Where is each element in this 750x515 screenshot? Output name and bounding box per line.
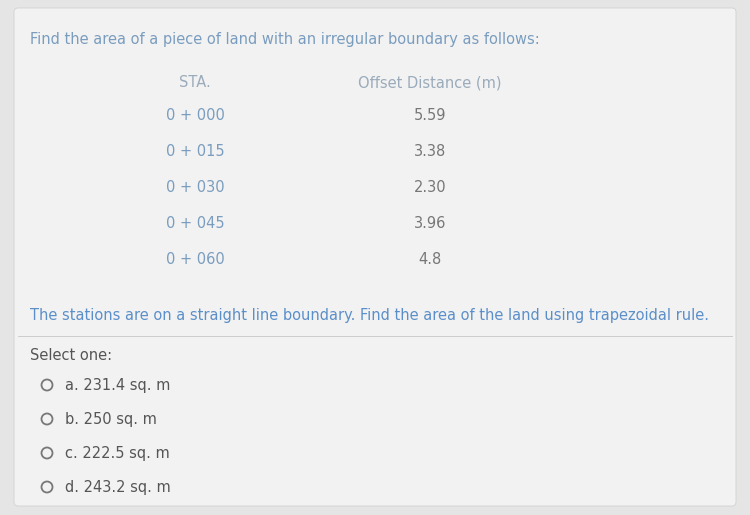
Text: Find the area of a piece of land with an irregular boundary as follows:: Find the area of a piece of land with an… <box>30 32 540 47</box>
Text: 0 + 000: 0 + 000 <box>166 108 224 123</box>
Text: 0 + 045: 0 + 045 <box>166 216 224 231</box>
Text: 4.8: 4.8 <box>419 252 442 267</box>
Text: 0 + 060: 0 + 060 <box>166 252 224 267</box>
Text: c. 222.5 sq. m: c. 222.5 sq. m <box>65 446 170 461</box>
Text: 0 + 030: 0 + 030 <box>166 180 224 195</box>
Text: The stations are on a straight line boundary. Find the area of the land using tr: The stations are on a straight line boun… <box>30 308 709 323</box>
Text: a. 231.4 sq. m: a. 231.4 sq. m <box>65 378 170 393</box>
Text: 0 + 015: 0 + 015 <box>166 144 224 159</box>
Text: 3.96: 3.96 <box>414 216 446 231</box>
Text: 3.38: 3.38 <box>414 144 446 159</box>
Text: Offset Distance (m): Offset Distance (m) <box>358 75 502 90</box>
Text: Select one:: Select one: <box>30 348 112 363</box>
Text: STA.: STA. <box>179 75 211 90</box>
Text: d. 243.2 sq. m: d. 243.2 sq. m <box>65 480 171 495</box>
Text: 5.59: 5.59 <box>414 108 446 123</box>
FancyBboxPatch shape <box>14 8 736 506</box>
Text: b. 250 sq. m: b. 250 sq. m <box>65 412 157 427</box>
Text: 2.30: 2.30 <box>414 180 446 195</box>
